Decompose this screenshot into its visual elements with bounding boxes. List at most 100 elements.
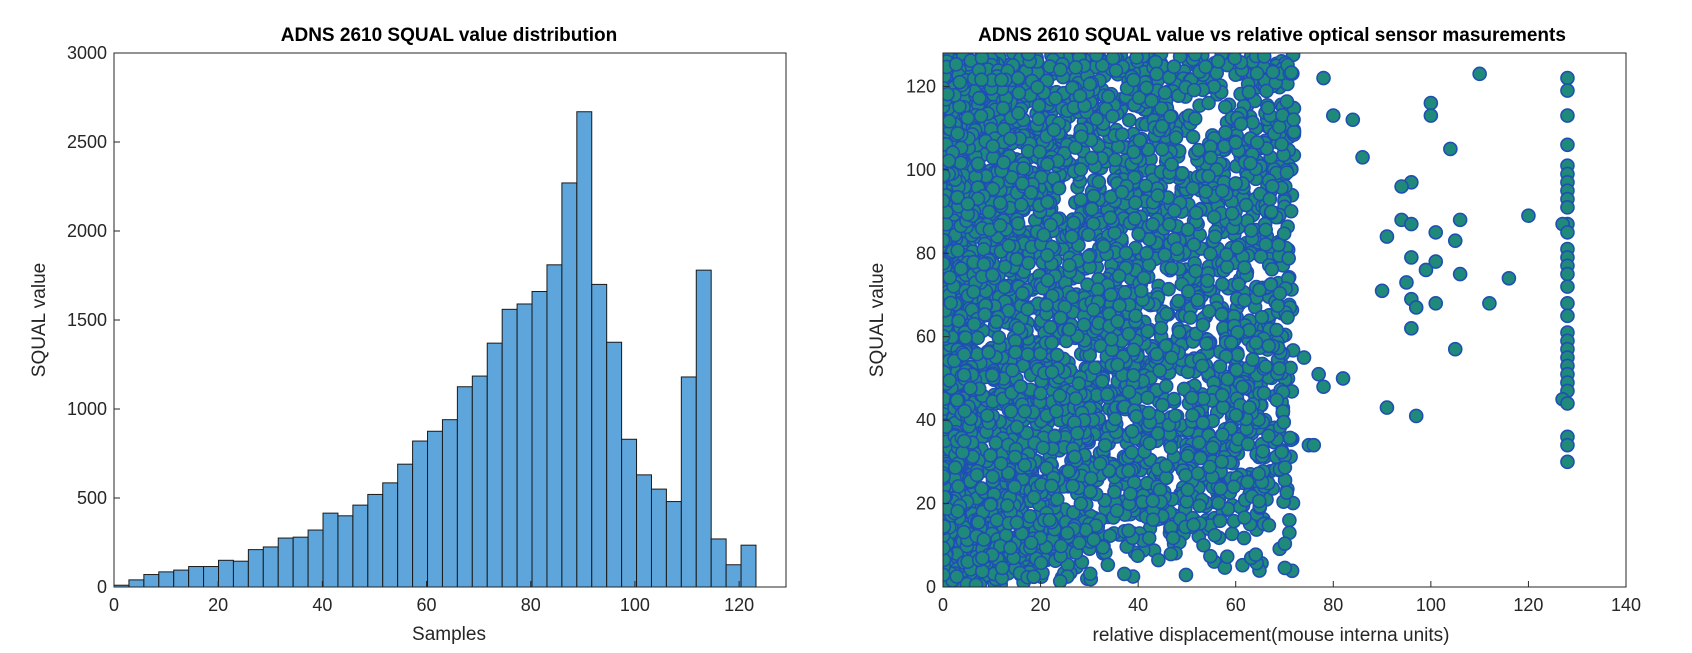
histogram-bar (576, 111, 593, 588)
scatter-point (1249, 135, 1265, 150)
histogram-bar (456, 386, 473, 588)
scatter-point (1194, 358, 1210, 374)
scatter-point (1104, 332, 1119, 347)
scatter-point (1408, 408, 1424, 424)
scatter-point (1171, 293, 1186, 309)
scatter-point (1202, 459, 1218, 475)
scatter-point (1053, 538, 1069, 554)
scatter-point (1092, 456, 1108, 471)
scatter-point (1052, 62, 1068, 77)
scatter-point (1219, 549, 1235, 564)
scatter-point (1185, 181, 1201, 196)
scatter-point (1149, 346, 1165, 362)
scatter-point (1251, 493, 1267, 509)
scatter-point (1084, 150, 1100, 166)
scatter-point (1187, 53, 1203, 62)
scatter-point (1264, 178, 1280, 194)
scatter-point (1452, 266, 1468, 282)
scatter-point (963, 381, 978, 396)
scatter-point (1030, 79, 1045, 95)
scatter-point (994, 560, 1010, 576)
scatter-point (1258, 237, 1274, 252)
scatter-point (1230, 325, 1245, 340)
scatter-point (1282, 512, 1297, 528)
scatter-point (1218, 125, 1233, 140)
scatter-point (1081, 227, 1096, 242)
histogram-bar (650, 488, 667, 588)
y-tick-label: 1500 (67, 310, 107, 330)
scatter-point (1007, 479, 1022, 495)
histogram-bar (591, 283, 608, 588)
scatter-point (953, 155, 969, 171)
scatter-point (957, 403, 973, 419)
scatter-point (1228, 407, 1244, 423)
scatter-point (1214, 454, 1230, 469)
scatter-point (1254, 309, 1270, 325)
scatter-point (1031, 111, 1047, 127)
scatter-point (1560, 83, 1575, 98)
scatter-point (1178, 467, 1193, 483)
scatter-point (1130, 548, 1146, 564)
scatter-point (973, 108, 989, 124)
scatter-point (1007, 449, 1023, 465)
scatter-point (1033, 555, 1049, 571)
histogram-bar (636, 474, 652, 588)
scatter-point (1124, 445, 1140, 460)
scatter-point (1096, 238, 1112, 254)
scatter-point (943, 216, 954, 232)
scatter-point (1003, 540, 1018, 556)
scatter-point (1201, 304, 1217, 319)
scatter-point (1447, 233, 1463, 249)
scatter-point (1127, 211, 1143, 226)
scatter-point (989, 512, 1005, 528)
scatter-point (1064, 229, 1079, 244)
scatter-point (1335, 371, 1351, 386)
y-tick-label: 0 (97, 577, 107, 597)
scatter-point (1011, 320, 1026, 336)
scatter-point (1051, 181, 1067, 196)
scatter-point (1076, 317, 1092, 333)
scatter-point (1214, 387, 1230, 403)
scatter-point (1102, 528, 1118, 544)
x-tick-label: 80 (521, 595, 541, 615)
scatter-point (1284, 65, 1299, 80)
scatter-point (1171, 324, 1187, 340)
scatter-point (1155, 397, 1170, 413)
scatter-point (1024, 535, 1039, 551)
scatter-point (1214, 183, 1230, 199)
scatter-point (1269, 392, 1285, 408)
scatter-point (1103, 210, 1118, 225)
scatter-point (1560, 225, 1575, 240)
scatter-point (956, 433, 972, 449)
scatter-point (1162, 217, 1177, 232)
scatter-point (1163, 440, 1179, 455)
scatter-point (1428, 296, 1444, 311)
scatter-point (1020, 301, 1035, 317)
scatter-point (1047, 428, 1063, 444)
scatter-point (1206, 209, 1222, 225)
scatter-point (1010, 216, 1026, 231)
scatter-point (943, 204, 954, 220)
scatter-point (1128, 308, 1143, 323)
scatter-point (1068, 391, 1084, 406)
scatter-point (988, 435, 1004, 451)
scatter-point (1228, 135, 1244, 150)
scatter-point (1192, 498, 1207, 514)
scatter-point (985, 469, 1000, 484)
scatter-point (1048, 91, 1063, 106)
scatter-point (1217, 99, 1233, 115)
histogram-bar (665, 501, 682, 588)
scatter-point (1152, 363, 1167, 378)
scatter-point (1210, 54, 1226, 69)
scatter-point (1182, 310, 1198, 325)
scatter-point (1243, 223, 1259, 238)
scatter-point (1226, 479, 1242, 495)
scatter-point (1166, 391, 1182, 407)
scatter-point (949, 569, 965, 584)
scatter-point (950, 243, 965, 258)
y-tick-label: 80 (916, 243, 936, 263)
scatter-point (1114, 127, 1130, 142)
histogram-bar (188, 566, 205, 588)
y-tick-label: 2000 (67, 221, 107, 241)
scatter-point (991, 330, 1007, 345)
